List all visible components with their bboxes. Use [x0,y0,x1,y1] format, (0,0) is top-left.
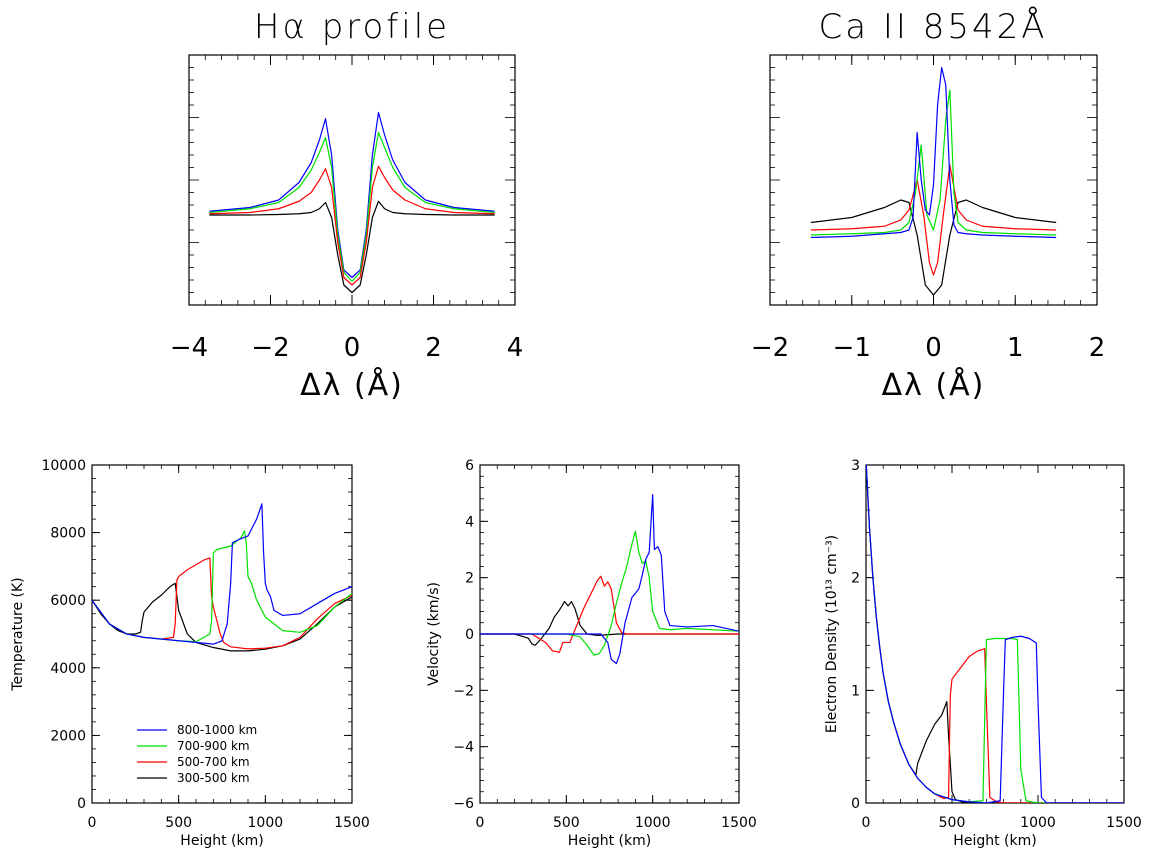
x-tick-label: 1000 [248,815,284,831]
x-tick-label: 1500 [1106,815,1142,831]
series-line-blue [480,493,739,665]
series-line-green [209,131,495,282]
chart-velocity: 0 500 1000 1500 −6 −4 −2 0 2 4 6 Height (km) Velocit… [426,458,757,849]
chart-halpha: Hα profile −4 −2 0 2 4 Δλ (Å) [170,7,523,403]
chart-temperature: 0 500 1000 1500 0 2000 4000 6000 8000 10000 Height… [10,458,370,849]
y-tick-label: 4 [465,514,474,530]
x-tick-label: −2 [251,333,289,363]
x-tick-label: 2 [1089,333,1106,363]
plot-frame [865,464,1125,804]
y-tick-label: 0 [77,796,86,812]
y-tick-label: 3 [851,458,860,474]
series-line-blue [92,503,352,645]
series-line-black [209,200,495,294]
x-tick-label: −4 [170,333,208,363]
x-axis-label: Height (km) [568,833,651,849]
series-line-red [866,465,1124,803]
legend-label: 300-500 km [177,771,250,785]
x-tick-label: 1500 [721,815,757,831]
y-tick-label: 6 [465,458,474,474]
series-line-black [866,465,1124,803]
y-axis-label: Electron Density (10¹³ cm⁻³) [824,535,840,733]
chart-density: 0 500 1000 1500 0 1 2 3 Height (km) Electron Dens… [824,458,1142,849]
y-tick-label: 4000 [50,661,86,677]
legend-label: 500-700 km [177,755,250,769]
chart-ca8542: Ca II 8542Å −2 −1 0 1 2 Δλ (Å) [751,7,1105,403]
series-line-blue [209,111,495,279]
y-tick-label: 1 [851,683,860,699]
y-tick-label: 6000 [50,593,86,609]
series-line-green [92,530,352,643]
x-tick-label: 500 [553,815,580,831]
y-tick-label: 0 [851,796,860,812]
x-axis-label: Height (km) [953,833,1036,849]
plot-frame [91,464,353,804]
legend-label: 800-1000 km [177,723,257,737]
x-tick-label: 0 [88,815,97,831]
x-tick-label: 2 [425,333,442,363]
y-tick-label: 8000 [50,526,86,542]
x-tick-label: 1000 [1020,815,1056,831]
x-tick-label: 500 [939,815,966,831]
series-line-black [810,199,1057,296]
series-line-blue [866,465,1124,803]
x-tick-label: −2 [751,333,789,363]
series-line-green [810,89,1057,236]
series-line-green [866,465,1124,803]
x-tick-label: 1 [1007,333,1024,363]
x-tick-label: 1000 [635,815,671,831]
chart-title: Ca II 8542Å [818,7,1047,47]
y-tick-label: −2 [453,683,474,699]
series-line-black [480,601,739,646]
y-tick-label: 2 [465,571,474,587]
y-tick-label: 10000 [41,458,86,474]
legend-label: 700-900 km [177,739,250,753]
series-line-red [480,575,739,653]
y-tick-label: 2000 [50,728,86,744]
x-tick-label: 0 [862,815,871,831]
chart-title: Hα profile [254,7,450,47]
y-tick-label: 2 [851,571,860,587]
y-tick-label: −4 [453,740,474,756]
x-axis-label: Height (km) [180,833,263,849]
x-tick-label: −1 [833,333,871,363]
x-axis-label: Δλ (Å) [300,367,404,403]
series-line-green [480,530,739,656]
plot-frame [188,54,516,306]
series-line-red [810,164,1057,276]
x-tick-label: 1500 [334,815,370,831]
x-tick-label: 0 [476,815,485,831]
x-tick-label: 500 [165,815,192,831]
x-axis-label: Δλ (Å) [882,367,986,403]
y-axis-label: Velocity (km/s) [426,582,442,686]
series-line-red [209,165,495,286]
series-line-blue [810,66,1057,239]
x-tick-label: 4 [507,333,524,363]
x-tick-label: 0 [925,333,942,363]
x-tick-label: 0 [344,333,361,363]
y-tick-label: −6 [453,796,474,812]
y-tick-label: 0 [465,627,474,643]
y-axis-label: Temperature (K) [10,577,26,691]
